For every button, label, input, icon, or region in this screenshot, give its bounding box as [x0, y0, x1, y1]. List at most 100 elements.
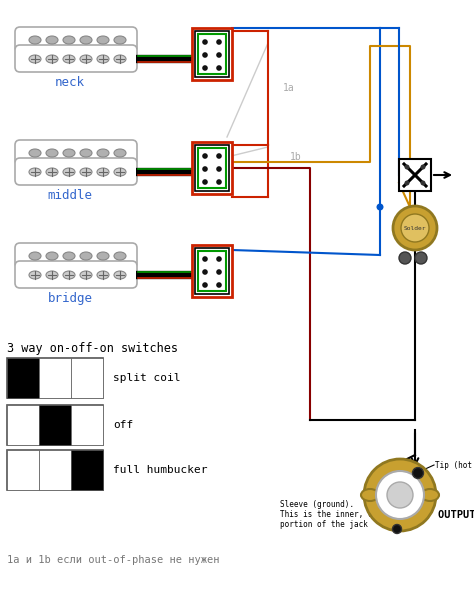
Ellipse shape [80, 271, 92, 279]
Ellipse shape [80, 149, 92, 157]
Bar [71, 358, 103, 398]
Text: portion of the jack: portion of the jack [280, 520, 368, 529]
Ellipse shape [63, 36, 75, 44]
Bar [195, 248, 229, 294]
Bar [195, 145, 229, 191]
Bar [39, 450, 71, 490]
Ellipse shape [97, 271, 109, 279]
Text: Sleeve (ground).: Sleeve (ground). [280, 500, 354, 509]
Ellipse shape [80, 252, 92, 260]
Ellipse shape [63, 55, 75, 63]
Circle shape [420, 164, 426, 170]
Text: 3 way on-off-on switches: 3 way on-off-on switches [7, 342, 178, 355]
Ellipse shape [97, 168, 109, 176]
Bar [198, 251, 226, 291]
Ellipse shape [361, 489, 379, 501]
Bar [7, 450, 103, 490]
Text: Tip (hot output): Tip (hot output) [435, 460, 474, 469]
Circle shape [392, 524, 401, 534]
Circle shape [216, 269, 222, 275]
Text: neck: neck [55, 76, 85, 89]
Text: bridge: bridge [47, 292, 92, 305]
Circle shape [202, 65, 208, 71]
Circle shape [216, 65, 222, 71]
Ellipse shape [46, 149, 58, 157]
Ellipse shape [80, 36, 92, 44]
Circle shape [202, 166, 208, 172]
Text: OUTPUT JACK: OUTPUT JACK [438, 510, 474, 520]
FancyBboxPatch shape [15, 27, 137, 52]
Ellipse shape [29, 55, 41, 63]
Circle shape [399, 252, 411, 264]
Bar [71, 450, 103, 490]
Bar [7, 405, 103, 445]
Circle shape [216, 39, 222, 45]
Circle shape [216, 179, 222, 185]
Ellipse shape [97, 55, 109, 63]
Bar [195, 31, 229, 77]
Bar [192, 28, 232, 80]
Circle shape [202, 282, 208, 288]
Circle shape [404, 164, 410, 170]
Ellipse shape [29, 168, 41, 176]
Bar [39, 405, 71, 445]
Ellipse shape [29, 149, 41, 157]
Text: split coil: split coil [113, 373, 181, 383]
Bar [192, 245, 232, 297]
Circle shape [404, 180, 410, 186]
Bar [7, 450, 39, 490]
Ellipse shape [114, 55, 126, 63]
Circle shape [401, 214, 429, 242]
Bar [198, 148, 226, 188]
Circle shape [415, 252, 427, 264]
Ellipse shape [63, 252, 75, 260]
Circle shape [393, 206, 437, 250]
Ellipse shape [114, 149, 126, 157]
Ellipse shape [114, 271, 126, 279]
Circle shape [216, 256, 222, 262]
Ellipse shape [80, 168, 92, 176]
Ellipse shape [63, 271, 75, 279]
Ellipse shape [97, 36, 109, 44]
Circle shape [202, 256, 208, 262]
Circle shape [202, 52, 208, 58]
Bar [7, 358, 103, 398]
Text: Solder: Solder [404, 226, 426, 230]
Ellipse shape [97, 149, 109, 157]
Ellipse shape [421, 489, 439, 501]
Text: This is the inner, circular: This is the inner, circular [280, 510, 405, 519]
Circle shape [202, 153, 208, 159]
Ellipse shape [29, 271, 41, 279]
Text: full humbucker: full humbucker [113, 465, 208, 475]
Circle shape [216, 153, 222, 159]
FancyBboxPatch shape [15, 243, 137, 268]
Text: 1a и 1b если out-of-phase не нужен: 1a и 1b если out-of-phase не нужен [7, 555, 219, 565]
Circle shape [216, 166, 222, 172]
Ellipse shape [114, 36, 126, 44]
FancyBboxPatch shape [15, 45, 137, 72]
Text: 1a: 1a [283, 83, 295, 93]
Ellipse shape [114, 252, 126, 260]
Ellipse shape [97, 252, 109, 260]
Ellipse shape [46, 271, 58, 279]
Ellipse shape [80, 55, 92, 63]
Circle shape [364, 459, 436, 531]
Circle shape [387, 482, 413, 508]
Ellipse shape [46, 168, 58, 176]
Ellipse shape [63, 168, 75, 176]
Ellipse shape [46, 55, 58, 63]
Text: middle: middle [47, 189, 92, 202]
Ellipse shape [63, 149, 75, 157]
Circle shape [376, 203, 383, 210]
Circle shape [412, 467, 423, 479]
Bar [399, 159, 431, 191]
Circle shape [202, 179, 208, 185]
Circle shape [420, 180, 426, 186]
Bar [39, 358, 71, 398]
FancyBboxPatch shape [15, 261, 137, 288]
FancyBboxPatch shape [15, 158, 137, 185]
Ellipse shape [46, 252, 58, 260]
Ellipse shape [29, 36, 41, 44]
Bar [7, 358, 39, 398]
Bar [192, 142, 232, 194]
